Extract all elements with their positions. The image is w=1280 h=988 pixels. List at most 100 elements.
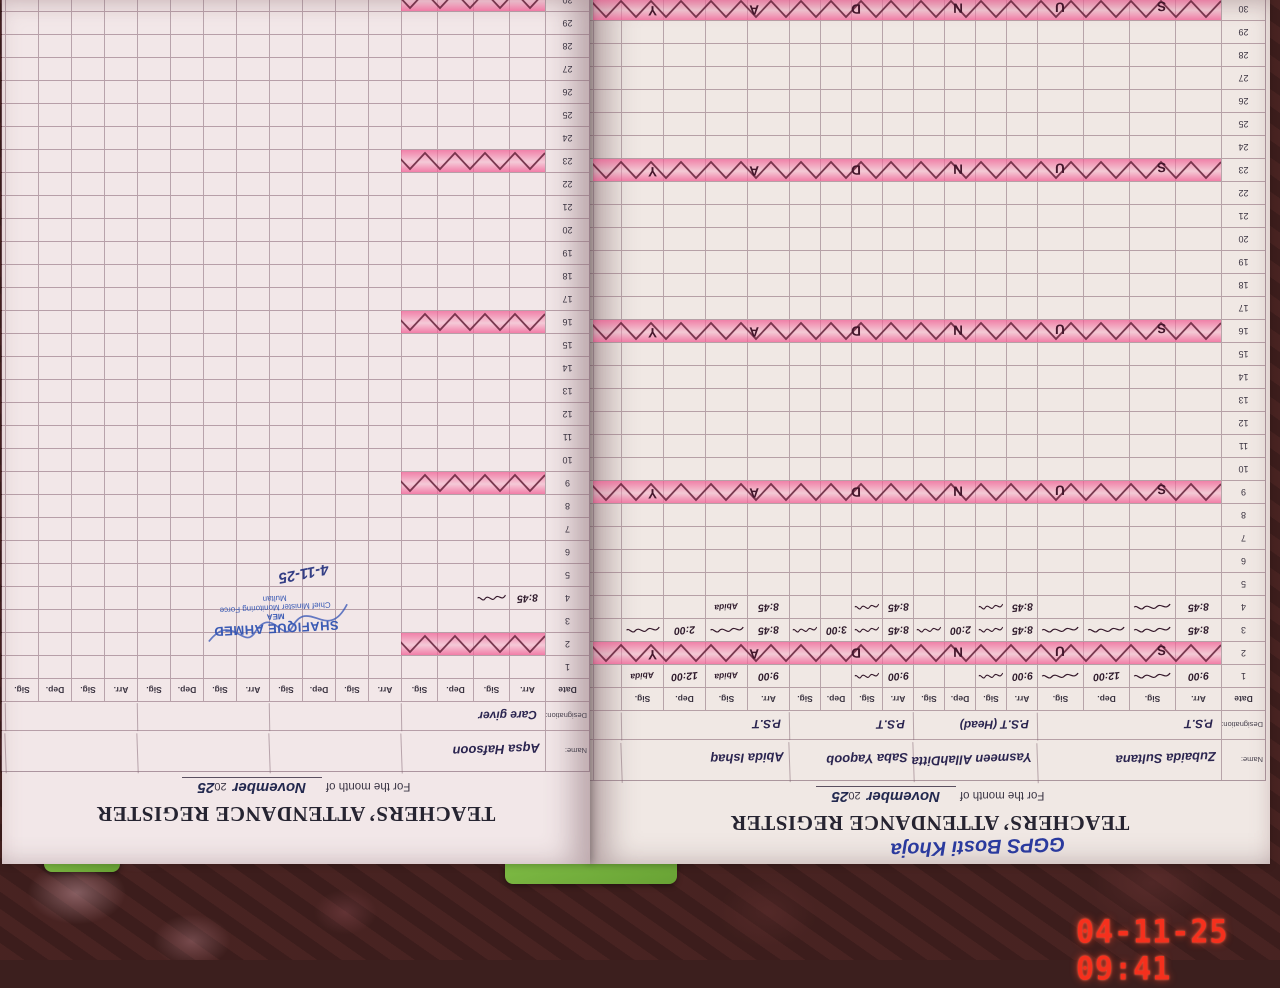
time-entry-cell xyxy=(437,196,473,218)
signature-cell xyxy=(975,67,1006,89)
time-entry-cell xyxy=(38,403,71,425)
time-entry-cell: 8:45 xyxy=(882,596,913,618)
signature-cell xyxy=(789,389,820,411)
signature-cell xyxy=(335,265,368,287)
signature-cell xyxy=(705,90,747,112)
signature-cell xyxy=(975,412,1006,434)
year-handwritten: 25 xyxy=(197,779,215,796)
date-number-cell: 6 xyxy=(1221,550,1265,572)
filler-cell xyxy=(1,173,5,195)
filler-cell xyxy=(593,711,621,739)
time-entry-cell xyxy=(236,518,269,540)
signature-cell xyxy=(1129,67,1175,89)
signature-cell xyxy=(473,127,509,149)
register-title: TEACHERS’ ATTENDANCE REGISTER xyxy=(730,811,1130,835)
signature-cell xyxy=(5,12,38,34)
date-number-cell: 6 xyxy=(545,541,589,563)
time-entry-cell xyxy=(104,219,137,241)
signature-cell xyxy=(203,104,236,126)
time-entry-cell xyxy=(1083,389,1129,411)
signature-cell xyxy=(71,656,104,678)
time-entry-cell xyxy=(663,435,705,457)
signature-cell xyxy=(269,403,302,425)
time-entry-cell xyxy=(1006,44,1037,66)
time-entry-cell xyxy=(944,67,975,89)
signature-cell xyxy=(269,311,302,333)
signature-cell xyxy=(137,0,170,11)
signature-cell xyxy=(335,127,368,149)
time-entry-cell xyxy=(302,242,335,264)
time-entry-cell xyxy=(1175,389,1221,411)
attendance-table: Name: Aqsa Hafsoon Designation: Care giver D… xyxy=(1,0,590,774)
signature-cell xyxy=(705,619,747,641)
signature-cell xyxy=(789,504,820,526)
time-entry-cell xyxy=(104,403,137,425)
time-entry-cell xyxy=(820,504,851,526)
signature-cell xyxy=(203,35,236,57)
signature-cell xyxy=(269,472,302,494)
signature-cell xyxy=(71,12,104,34)
signature-cell xyxy=(335,150,368,172)
signature-cell: Abida xyxy=(705,596,747,618)
filler-cell xyxy=(593,389,621,411)
signature-cell xyxy=(71,58,104,80)
filler-cell xyxy=(593,458,621,480)
time-entry-cell xyxy=(302,150,335,172)
time-entry-cell xyxy=(820,527,851,549)
time-entry-cell xyxy=(104,380,137,402)
register-page-facing: TEACHERS’ ATTENDANCE REGISTER For the mon… xyxy=(1,0,590,864)
date-number-cell: 24 xyxy=(545,127,589,149)
time-entry-cell xyxy=(170,127,203,149)
signature-cell xyxy=(851,596,882,618)
attendance-column-header: Dep. xyxy=(38,679,71,701)
time-entry-cell xyxy=(747,113,789,135)
date-number-cell: 13 xyxy=(545,380,589,402)
signature-cell xyxy=(473,104,509,126)
attendance-column-header: Sig. xyxy=(851,688,882,710)
time-entry-cell xyxy=(1083,182,1129,204)
time-entry-cell xyxy=(104,311,137,333)
signature-cell xyxy=(269,357,302,379)
time-entry-cell xyxy=(820,21,851,43)
time-entry-cell xyxy=(509,58,545,80)
time-entry-cell xyxy=(820,274,851,296)
signature-cell xyxy=(789,458,820,480)
signature-cell xyxy=(913,665,944,687)
signature-cell xyxy=(975,527,1006,549)
sunday-letter: Y xyxy=(647,486,658,502)
signature-cell xyxy=(203,127,236,149)
time-entry-cell xyxy=(1175,136,1221,158)
signature-cell xyxy=(851,228,882,250)
time-entry-cell xyxy=(302,58,335,80)
time-entry-cell xyxy=(820,389,851,411)
time-entry-cell xyxy=(1006,21,1037,43)
time-entry-cell xyxy=(236,12,269,34)
time-entry-cell xyxy=(104,334,137,356)
signature-cell xyxy=(5,564,38,586)
time-entry-cell xyxy=(1083,619,1129,641)
time-entry-cell xyxy=(38,104,71,126)
time-entry-cell xyxy=(368,518,401,540)
time-entry-cell xyxy=(820,205,851,227)
signature-cell xyxy=(203,196,236,218)
sunday-zigzag-icon xyxy=(401,312,545,332)
time-entry-cell xyxy=(104,357,137,379)
time-entry-cell xyxy=(236,242,269,264)
time-entry-cell xyxy=(1083,550,1129,572)
attendance-column-header: Sig. xyxy=(335,679,368,701)
time-entry-cell xyxy=(1175,44,1221,66)
time-entry-cell xyxy=(437,35,473,57)
time-entry-cell xyxy=(236,541,269,563)
attendance-column-header: Sig. xyxy=(401,679,437,701)
signature-cell xyxy=(269,426,302,448)
time-entry-cell xyxy=(170,288,203,310)
sunday-zigzag-icon xyxy=(401,473,545,493)
teacher-name-cell xyxy=(4,728,138,774)
school-name-note: GGPS Bosti Khoja xyxy=(890,832,1066,861)
time-entry-cell xyxy=(509,12,545,34)
signature-cell xyxy=(203,288,236,310)
time-entry-cell xyxy=(236,288,269,310)
time-entry-cell: 8:45 xyxy=(1006,596,1037,618)
signature-cell xyxy=(851,343,882,365)
signature-squiggle-icon xyxy=(1134,604,1171,610)
